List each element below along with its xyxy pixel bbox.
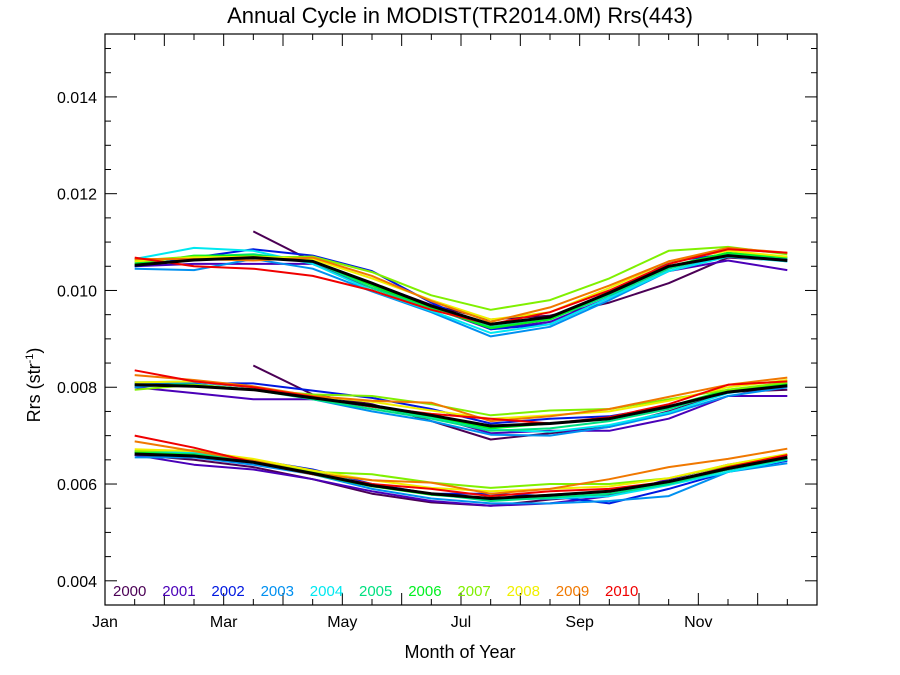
y-tick-label: 0.004 <box>57 574 97 591</box>
x-tick-label: Mar <box>210 614 238 631</box>
legend-item-2010: 2010 <box>605 583 638 600</box>
legend-item-2006: 2006 <box>408 583 441 600</box>
climatology-line-middle <box>134 383 788 428</box>
plot-area <box>134 230 788 507</box>
chart-title: Annual Cycle in MODIST(TR2014.0M) Rrs(44… <box>227 3 693 28</box>
legend-item-2009: 2009 <box>556 583 589 600</box>
x-axis-label: Month of Year <box>404 642 515 662</box>
y-tick-label: 0.014 <box>57 90 97 107</box>
y-tick-label: 0.008 <box>57 380 97 397</box>
legend-item-2000: 2000 <box>113 583 146 600</box>
legend: 2000 2001 2002 2003 2004 2005 2006 2007 2008 2009… <box>113 583 638 600</box>
y-axis-label-close: ) <box>24 348 44 354</box>
series-line-2010-middle <box>134 369 788 425</box>
x-tick-label: Jan <box>92 614 118 631</box>
legend-item-2008: 2008 <box>507 583 540 600</box>
series-line-2003-lower <box>134 456 788 505</box>
y-tick-label: 0.006 <box>57 477 97 494</box>
legend-item-2003: 2003 <box>261 583 294 600</box>
x-tick-label: Nov <box>684 614 712 631</box>
series-line-2000-upper <box>252 230 788 321</box>
legend-item-2001: 2001 <box>162 583 195 600</box>
y-tick-label: 0.010 <box>57 283 97 300</box>
legend-item-2004: 2004 <box>310 583 343 600</box>
series-line-2001-upper <box>134 259 788 331</box>
series-line-2008-lower <box>134 448 788 493</box>
series-line-2010-upper <box>134 248 788 326</box>
series-line-2009-upper <box>134 246 788 323</box>
plot-frame <box>104 33 818 606</box>
legend-item-2002: 2002 <box>211 583 244 600</box>
y-tick-label: 0.012 <box>57 187 97 204</box>
x-tick-label: Sep <box>565 614 594 631</box>
climatology-line-lower <box>134 452 788 500</box>
x-tick-label: May <box>327 614 357 631</box>
legend-item-2005: 2005 <box>359 583 392 600</box>
axes: Jan Mar May Jul Sep Nov 0.004 0.006 0.008 0.010 0.… <box>57 33 818 631</box>
climatology-line-upper <box>134 254 788 326</box>
y-axis-label-exponent: -1 <box>24 354 36 364</box>
x-tick-label: Jul <box>451 614 471 631</box>
y-axis-label: Rrs (str-1) <box>24 348 44 423</box>
series-line-2004-upper <box>134 246 788 334</box>
y-axis-label-main: Rrs (str <box>24 363 44 422</box>
legend-item-2007: 2007 <box>457 583 490 600</box>
